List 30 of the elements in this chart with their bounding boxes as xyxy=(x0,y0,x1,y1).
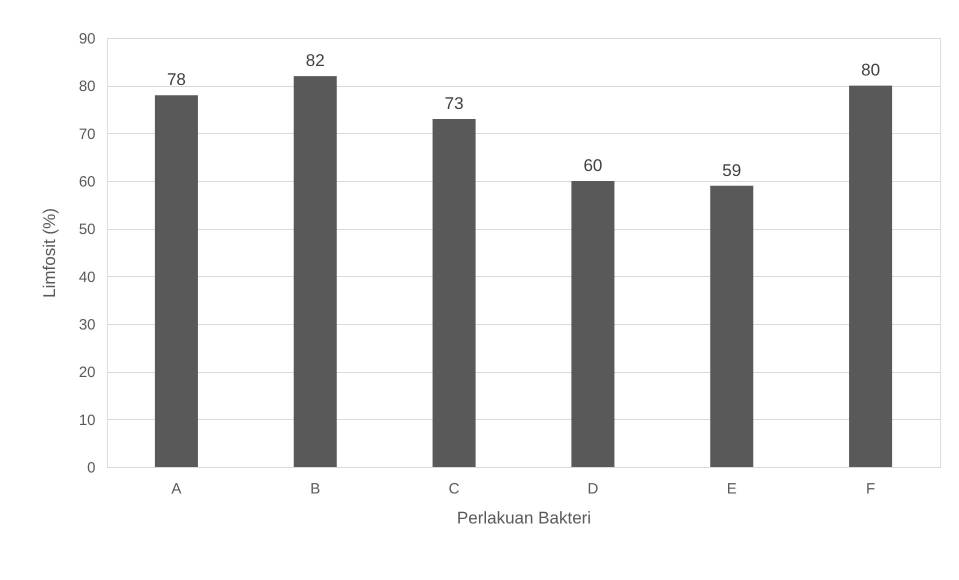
y-tick-label: 60 xyxy=(78,174,96,190)
bar xyxy=(849,86,892,467)
bar xyxy=(710,186,754,467)
y-tick-label: 90 xyxy=(78,30,96,48)
y-axis-title: Limfosit (%) xyxy=(40,208,59,298)
y-tick-label: 70 xyxy=(78,126,96,143)
x-axis-title: Perlakuan Bakteri xyxy=(456,508,592,528)
x-tick-label: B xyxy=(310,480,320,498)
x-tick-label: F xyxy=(866,480,876,498)
x-tick-label: E xyxy=(726,480,737,498)
data-label: 60 xyxy=(583,156,602,175)
y-tick-label: 80 xyxy=(78,78,96,96)
data-label: 80 xyxy=(861,60,880,80)
x-tick-label: D xyxy=(587,480,598,498)
y-tick-label: 10 xyxy=(78,412,96,429)
bar xyxy=(294,76,337,467)
data-label: 82 xyxy=(306,51,325,70)
y-tick-label: 40 xyxy=(78,268,96,286)
x-tick-label: A xyxy=(171,480,182,498)
data-label: 73 xyxy=(444,94,464,114)
data-label: 59 xyxy=(722,160,742,180)
data-label: 78 xyxy=(166,70,186,90)
bar xyxy=(154,95,198,467)
bar xyxy=(571,181,614,467)
x-tick-label: C xyxy=(448,480,460,498)
y-tick-label: 20 xyxy=(78,364,96,382)
y-tick-label: 30 xyxy=(78,316,96,334)
y-tick-label: 50 xyxy=(78,221,96,238)
bar xyxy=(432,119,476,467)
y-tick-label: 0 xyxy=(87,460,96,476)
